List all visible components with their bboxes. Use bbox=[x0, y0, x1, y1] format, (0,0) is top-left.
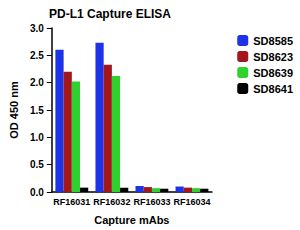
svg-text:OD 450 nm: OD 450 nm bbox=[8, 81, 20, 139]
svg-text:SD8641: SD8641 bbox=[253, 83, 293, 95]
svg-text:SD8639: SD8639 bbox=[253, 67, 293, 79]
svg-text:2.5: 2.5 bbox=[30, 50, 44, 61]
svg-text:1.0: 1.0 bbox=[30, 132, 44, 143]
svg-text:RF16033: RF16033 bbox=[133, 197, 170, 207]
svg-text:2.0: 2.0 bbox=[30, 77, 44, 88]
svg-text:RF16032: RF16032 bbox=[93, 197, 130, 207]
svg-text:SD8623: SD8623 bbox=[253, 51, 293, 63]
svg-text:Capture mAbs: Capture mAbs bbox=[94, 214, 169, 226]
svg-text:1.5: 1.5 bbox=[30, 105, 44, 116]
svg-text:RF16031: RF16031 bbox=[53, 197, 90, 207]
svg-text:SD8585: SD8585 bbox=[253, 35, 293, 47]
svg-text:0.5: 0.5 bbox=[30, 159, 44, 170]
svg-text:3.0: 3.0 bbox=[30, 23, 44, 34]
svg-text:0.0: 0.0 bbox=[30, 187, 44, 198]
svg-text:PD-L1 Capture ELISA: PD-L1 Capture ELISA bbox=[49, 7, 171, 21]
svg-text:RF16034: RF16034 bbox=[173, 197, 210, 207]
